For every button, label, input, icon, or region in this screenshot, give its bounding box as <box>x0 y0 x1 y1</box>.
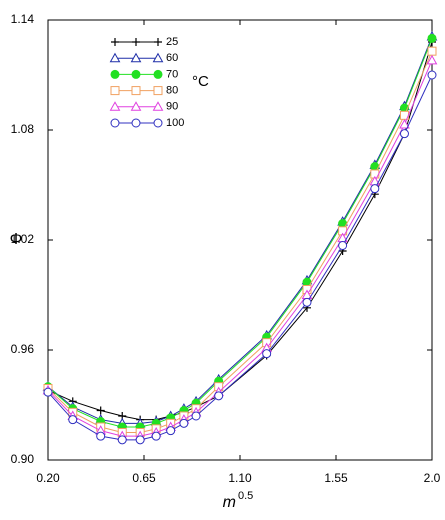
marker <box>427 70 437 80</box>
legend-label: 70 <box>166 68 178 80</box>
x-axis-label: m <box>223 494 236 511</box>
marker <box>135 435 145 445</box>
marker <box>214 391 224 401</box>
marker <box>179 418 189 428</box>
legend-label: 90 <box>166 101 178 113</box>
legend-marker <box>130 52 142 63</box>
marker <box>117 435 127 445</box>
legend-label: 80 <box>166 85 178 97</box>
series-line <box>47 38 433 428</box>
legend-marker <box>110 118 120 128</box>
marker <box>370 184 380 194</box>
y-tick-label: 0.96 <box>11 342 35 356</box>
legend-marker <box>110 69 120 79</box>
y-tick-label: 1.02 <box>11 232 35 246</box>
marker <box>427 46 437 56</box>
legend-marker <box>110 86 120 96</box>
marker <box>191 411 201 421</box>
series-line <box>47 50 433 433</box>
series-line <box>47 36 433 424</box>
legend-marker <box>109 101 121 111</box>
legend-marker <box>130 101 142 111</box>
legend-marker <box>131 118 141 128</box>
marker <box>399 129 409 139</box>
legend-marker <box>152 101 164 111</box>
legend-title: °C <box>192 73 209 90</box>
legend-label: 25 <box>166 36 178 48</box>
legend-marker <box>153 86 163 96</box>
marker <box>302 297 312 307</box>
x-tick-label: 0.65 <box>132 471 156 485</box>
legend-marker <box>152 52 164 63</box>
y-tick-label: 1.14 <box>11 12 35 26</box>
series-line <box>47 74 433 441</box>
legend-marker <box>154 38 162 46</box>
marker <box>262 349 272 359</box>
marker <box>399 118 410 129</box>
marker <box>151 431 161 441</box>
legend-marker <box>111 38 119 46</box>
marker <box>68 415 78 425</box>
series-line <box>47 41 433 421</box>
marker <box>338 241 348 250</box>
x-tick-label: 2.0 <box>424 471 441 485</box>
x-tick-label: 1.10 <box>228 471 252 485</box>
legend-label: 100 <box>166 117 184 129</box>
marker <box>427 33 437 43</box>
marker <box>426 54 438 65</box>
y-tick-label: 1.08 <box>11 122 35 136</box>
legend-marker <box>153 118 163 128</box>
marker <box>96 406 105 415</box>
series-line <box>47 60 433 437</box>
x-axis-label-exponent: 0.5 <box>238 490 253 502</box>
plot-frame <box>47 19 433 461</box>
x-tick-label: 0.20 <box>36 471 60 485</box>
legend-marker <box>131 69 141 79</box>
marker <box>166 426 176 436</box>
y-axis-label: Φ <box>10 231 23 248</box>
y-tick-label: 0.90 <box>11 452 35 466</box>
legend-marker <box>109 52 121 63</box>
legend-marker <box>132 38 140 46</box>
marker <box>96 431 106 441</box>
legend-marker <box>131 86 141 96</box>
x-tick-label: 1.55 <box>324 471 348 485</box>
marker <box>43 387 53 397</box>
legend-marker <box>153 69 163 79</box>
legend-label: 60 <box>166 52 178 64</box>
